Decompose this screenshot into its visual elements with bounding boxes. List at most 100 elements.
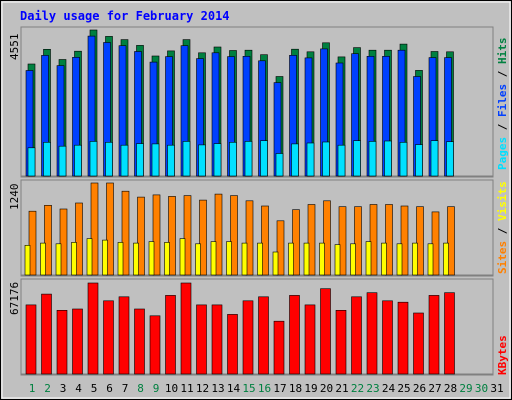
- kbytes-bar: [397, 301, 409, 375]
- pages-bar: [446, 141, 454, 177]
- kbytes-bar: [103, 300, 114, 375]
- visits-bar: [307, 204, 316, 276]
- x-tick-label: 26: [413, 382, 426, 395]
- x-tick-label: 1: [29, 382, 36, 395]
- visits-bar: [400, 205, 409, 276]
- sites-bar: [71, 242, 77, 276]
- sites-bar: [443, 242, 449, 276]
- visits-bar: [75, 202, 83, 276]
- kbytes-bar: [134, 308, 145, 375]
- x-tick-label: 18: [289, 382, 302, 395]
- visits-bar: [338, 206, 347, 276]
- legend-sep-2: /: [496, 64, 509, 84]
- legend-pages: Pages: [496, 137, 509, 170]
- x-tick-label: 25: [397, 382, 410, 395]
- x-tick-label: 16: [258, 382, 271, 395]
- x-tick-label: 9: [153, 382, 160, 395]
- bars-layer: [21, 29, 493, 375]
- visits-bar: [369, 204, 378, 276]
- kbytes-bar: [413, 312, 424, 375]
- pages-bar: [430, 140, 439, 177]
- visits-bar: [385, 204, 393, 276]
- sites-bar: [427, 243, 434, 276]
- kbytes-bar: [444, 292, 455, 375]
- x-tick-label: 24: [382, 382, 396, 395]
- legend-sep-1: /: [496, 117, 509, 137]
- x-tick-label: 5: [91, 382, 98, 395]
- sites-bar: [241, 242, 248, 276]
- visits-bar: [292, 209, 300, 276]
- sites-bar: [288, 242, 294, 276]
- sites-bar: [195, 243, 201, 276]
- visits-bar: [323, 200, 331, 276]
- sites-bar: [86, 238, 93, 276]
- x-tick-label: 12: [196, 382, 209, 395]
- pages-bar: [74, 144, 82, 177]
- x-tick-label: 27: [428, 382, 441, 395]
- x-tick-label: 17: [273, 382, 286, 395]
- sites-bar: [303, 242, 310, 276]
- pages-bar: [151, 143, 160, 177]
- legend-kbytes: KBytes: [496, 335, 509, 375]
- pages-bar: [384, 140, 392, 177]
- legend-visits: Visits: [496, 181, 509, 221]
- x-tick-label: 19: [304, 382, 317, 395]
- kbytes-bar: [289, 295, 300, 375]
- visits-bar: [199, 199, 207, 276]
- legend-sites: Sites: [496, 241, 509, 274]
- sites-bar: [365, 241, 372, 276]
- x-tick-label: 31: [490, 382, 503, 395]
- sites-bar: [102, 239, 108, 276]
- visits-bar: [59, 208, 68, 276]
- pages-bar: [275, 153, 284, 177]
- kbytes-bar: [227, 314, 238, 375]
- kbytes-bar: [351, 296, 362, 375]
- kbytes-bar: [366, 292, 378, 375]
- sites-bar: [148, 241, 155, 276]
- kbytes-bar: [304, 304, 316, 375]
- x-tick-label: 10: [165, 382, 178, 395]
- kbytes-bar: [428, 295, 440, 375]
- x-tick-label: 2: [44, 382, 51, 395]
- x-tick-label: 14: [227, 382, 241, 395]
- kbytes-bar: [196, 304, 207, 375]
- sites-bar: [117, 242, 124, 276]
- legend-hits: Hits: [496, 38, 509, 65]
- visits-bar: [276, 220, 285, 276]
- kbytes-legend: KBytes: [496, 335, 509, 375]
- sites-bar: [257, 242, 263, 276]
- pages-bar: [368, 141, 377, 177]
- x-axis-labels: 1 2 3 4 5 6 7 8 9 10 11 12 13 14 15 16 17 18 19 20 21 22 23 24 2…: [29, 382, 504, 395]
- pages-bar: [291, 143, 299, 177]
- sites-bar: [179, 238, 186, 276]
- visits-bar: [90, 182, 99, 276]
- x-tick-label: 23: [366, 382, 379, 395]
- visits-bar: [183, 195, 192, 276]
- hits-legend: Pages / Files / Hits: [496, 38, 509, 171]
- kbytes-bar: [25, 304, 37, 375]
- x-tick-label: 13: [211, 382, 224, 395]
- pages-bar: [58, 145, 67, 177]
- visits-bar: [245, 200, 254, 276]
- sites-bar: [272, 251, 279, 276]
- x-tick-label: 3: [60, 382, 67, 395]
- visits-bar: [354, 206, 362, 276]
- visits-bar: [214, 193, 223, 276]
- pages-bar: [136, 143, 144, 177]
- sites-bar: [412, 242, 418, 276]
- visits-bar: [447, 206, 455, 276]
- x-tick-label: 29: [459, 382, 472, 395]
- kbytes-bar: [87, 282, 99, 375]
- x-tick-label: 30: [475, 382, 488, 395]
- pages-bar: [120, 144, 129, 177]
- sites-bar: [226, 241, 232, 276]
- legend-sep-3: /: [496, 221, 509, 241]
- x-tick-label: 6: [106, 382, 113, 395]
- kbytes-bar: [149, 315, 161, 375]
- pages-bar: [198, 144, 206, 177]
- sites-bar: [55, 243, 62, 276]
- pages-bar: [89, 141, 98, 177]
- pages-bar: [306, 142, 315, 177]
- sites-bar: [40, 242, 46, 276]
